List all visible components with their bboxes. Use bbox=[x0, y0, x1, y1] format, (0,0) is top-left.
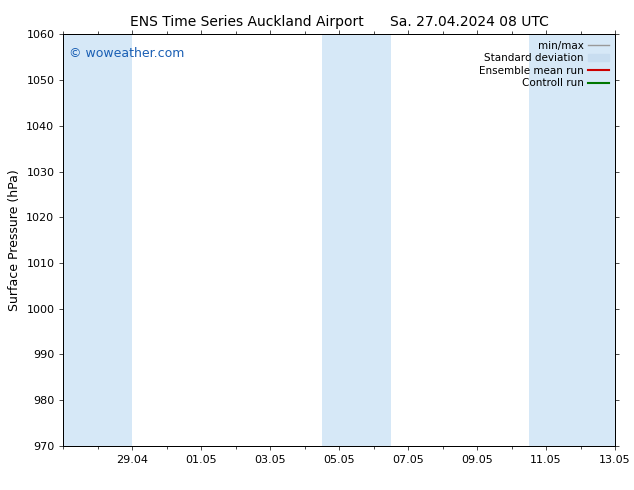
Bar bbox=[322, 34, 391, 446]
Y-axis label: Surface Pressure (hPa): Surface Pressure (hPa) bbox=[8, 169, 21, 311]
Legend: min/max, Standard deviation, Ensemble mean run, Controll run: min/max, Standard deviation, Ensemble me… bbox=[475, 36, 613, 93]
Title: ENS Time Series Auckland Airport      Sa. 27.04.2024 08 UTC: ENS Time Series Auckland Airport Sa. 27.… bbox=[130, 15, 548, 29]
Text: © woweather.com: © woweather.com bbox=[69, 47, 184, 60]
Bar bbox=[63, 34, 133, 446]
Bar bbox=[529, 34, 615, 446]
